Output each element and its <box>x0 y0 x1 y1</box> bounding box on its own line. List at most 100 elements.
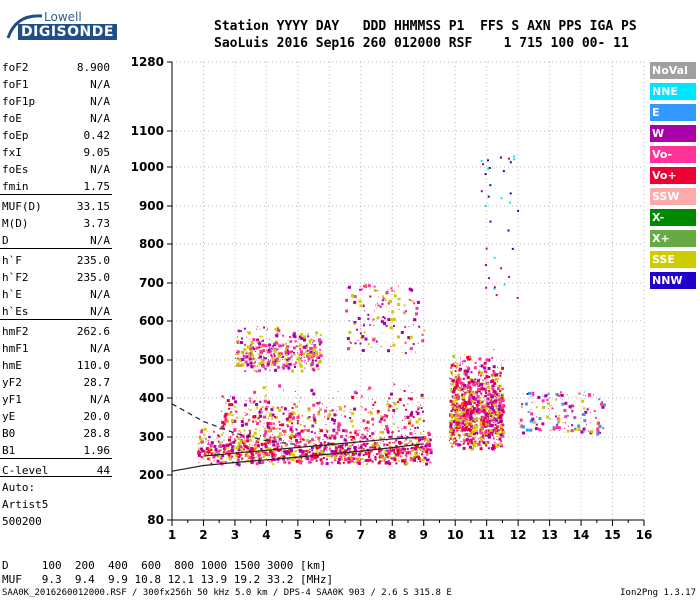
trace-point <box>456 362 459 365</box>
trace-point <box>481 426 484 429</box>
trace-point <box>413 430 415 432</box>
trace-point <box>208 447 212 451</box>
trace-point <box>467 415 470 418</box>
trace-point <box>383 437 385 439</box>
trace-point <box>277 406 280 409</box>
trace-point <box>451 404 454 407</box>
trace-point <box>341 447 344 450</box>
trace-point <box>509 161 512 164</box>
trace-point <box>471 443 473 445</box>
trace-point <box>286 363 289 366</box>
trace-point <box>231 414 234 417</box>
trace-point <box>371 417 375 421</box>
trace-point <box>474 431 476 433</box>
trace-point <box>353 295 357 299</box>
trace-point <box>333 454 337 458</box>
trace-point <box>331 461 333 464</box>
trace-point <box>564 401 568 405</box>
trace-point <box>371 461 373 463</box>
trace-point <box>557 421 560 424</box>
trace-point <box>380 415 383 418</box>
trace-point <box>416 451 418 453</box>
trace-point <box>258 362 262 366</box>
trace-point <box>317 356 319 358</box>
trace-point <box>452 438 455 441</box>
trace-point <box>413 318 417 322</box>
trace-point <box>351 412 355 416</box>
trace-point <box>499 156 502 159</box>
trace-point <box>319 349 321 351</box>
trace-point <box>260 447 263 450</box>
trace-point <box>378 456 380 458</box>
trace-point <box>287 347 289 349</box>
trace-point <box>457 386 459 388</box>
trace-point <box>458 434 461 437</box>
trace-point <box>450 366 453 369</box>
trace-point <box>358 460 361 463</box>
trace-point <box>298 360 300 362</box>
trace-point <box>457 445 459 447</box>
trace-point <box>462 422 464 425</box>
trace-point <box>411 410 413 413</box>
trace-point <box>348 340 351 343</box>
trace-point <box>380 441 382 443</box>
trace-point <box>205 449 207 451</box>
trace-point <box>484 430 488 434</box>
trace-point <box>246 446 250 450</box>
trace-point <box>499 384 501 386</box>
trace-point <box>407 452 409 454</box>
x-tick-label: 8 <box>388 528 396 542</box>
trace-point <box>456 425 458 427</box>
logo-line-2: DIGISONDE <box>18 24 117 40</box>
trace-point <box>491 375 494 378</box>
trace-point <box>295 433 298 437</box>
trace-point <box>201 449 205 453</box>
trace-point <box>368 386 372 390</box>
trace-point <box>311 424 314 427</box>
trace-point <box>421 396 424 399</box>
trace-point <box>304 452 308 456</box>
trace-point <box>582 407 584 409</box>
trace-point <box>354 429 356 431</box>
trace-point <box>363 331 366 334</box>
trace-point <box>293 363 296 366</box>
trace-point <box>353 438 355 440</box>
trace-point <box>336 450 338 452</box>
trace-point <box>463 391 465 393</box>
trace-point <box>474 402 475 404</box>
trace-point <box>450 383 452 385</box>
trace-point <box>221 395 224 398</box>
trace-point <box>412 437 414 439</box>
trace-point <box>465 418 468 421</box>
param-value: 3.73 <box>83 217 111 230</box>
trace-point <box>452 411 454 413</box>
trace-point <box>311 343 313 345</box>
trace-point <box>350 419 354 423</box>
trace-point <box>390 318 393 322</box>
trace-point <box>334 445 336 447</box>
trace-point <box>207 452 210 455</box>
trace-point <box>449 427 452 430</box>
trace-point <box>475 381 477 383</box>
trace-point <box>324 416 325 418</box>
trace-point <box>284 406 286 408</box>
trace-point <box>245 414 247 416</box>
trace-point <box>311 438 314 442</box>
trace-point <box>498 414 502 418</box>
trace-point <box>472 398 475 401</box>
trace-point <box>484 264 487 266</box>
trace-point <box>296 419 299 422</box>
trace-point <box>396 407 399 410</box>
trace-point <box>559 391 562 394</box>
trace-point <box>353 448 357 452</box>
trace-point <box>456 429 458 432</box>
trace-point <box>466 384 470 388</box>
trace-point <box>281 445 283 447</box>
y-tick-label: 900 <box>139 199 164 213</box>
trace-point <box>247 352 249 354</box>
trace-point <box>313 344 316 347</box>
trace-point <box>376 457 378 459</box>
param-row: foEp 0.42 <box>2 129 110 145</box>
trace-point <box>266 365 269 367</box>
trace-point <box>406 415 410 419</box>
